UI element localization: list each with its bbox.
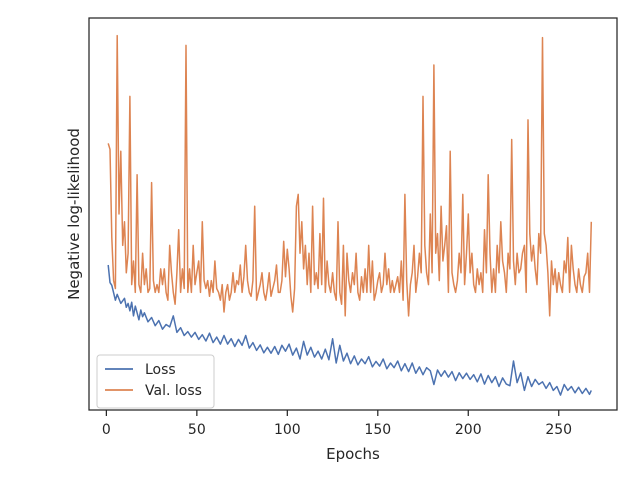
series-line-val-loss — [107, 34, 593, 317]
plot-frame — [88, 17, 618, 411]
x-tick-label: 200 — [455, 422, 482, 438]
series-lines — [107, 34, 593, 396]
y-axis-label: Negative log-likelihood — [65, 128, 83, 300]
plot-area — [89, 18, 617, 410]
x-tick-label: 100 — [274, 422, 301, 438]
x-tick-label: 0 — [102, 422, 111, 438]
x-axis-label: Epochs — [326, 445, 380, 463]
x-tick-label: 150 — [364, 422, 391, 438]
x-tick-label: 50 — [188, 422, 206, 438]
legend-label-val-loss: Val. loss — [145, 383, 202, 399]
x-axis-ticks: 0 50 100 150 200 250 — [102, 410, 572, 438]
legend-label-loss: Loss — [145, 362, 176, 378]
legend: Loss Val. loss — [96, 354, 215, 409]
series-line-loss — [107, 264, 592, 396]
x-tick-label: 250 — [545, 422, 572, 438]
